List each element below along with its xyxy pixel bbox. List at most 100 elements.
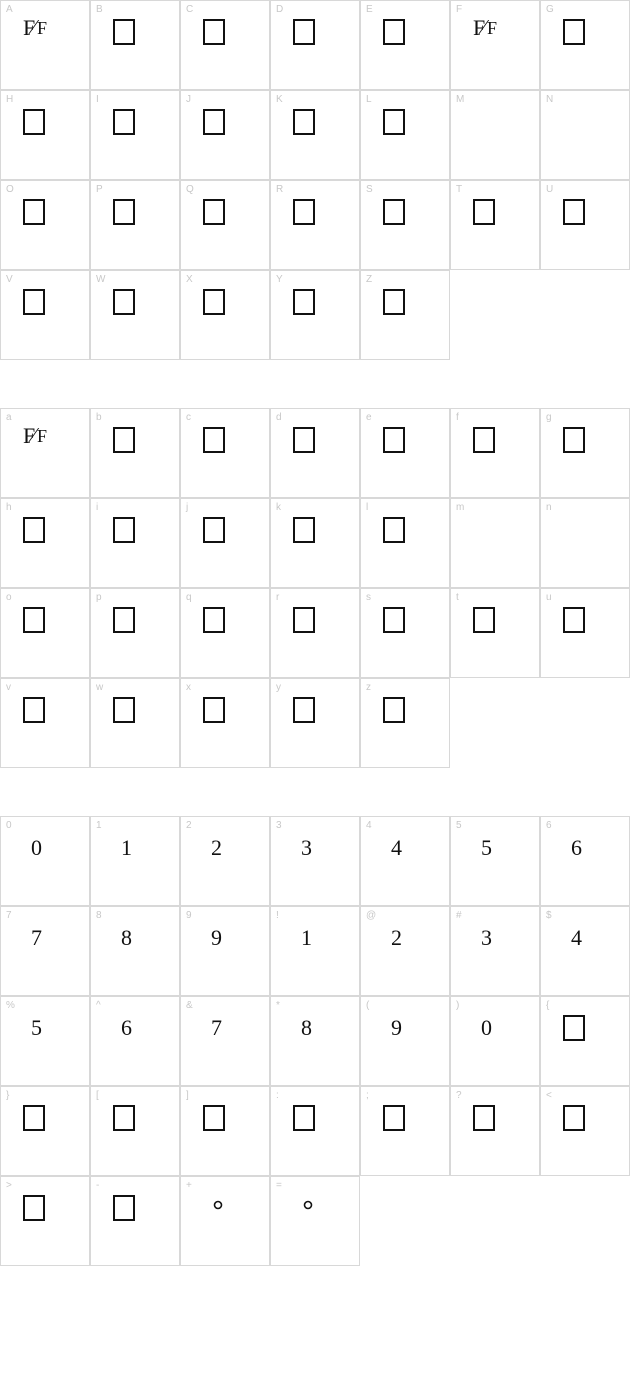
charmap-cell[interactable]: )0 — [450, 996, 540, 1086]
glyph-box — [473, 607, 495, 638]
charmap-cell[interactable]: c — [180, 408, 270, 498]
charmap-cell[interactable]: q — [180, 588, 270, 678]
charmap-cell[interactable]: &7 — [180, 996, 270, 1086]
charmap-cell[interactable]: X — [180, 270, 270, 360]
charmap-cell[interactable]: M — [450, 90, 540, 180]
glyph-number: 3 — [301, 835, 312, 861]
charmap-cell[interactable]: t — [450, 588, 540, 678]
charmap-cell[interactable]: (9 — [360, 996, 450, 1086]
glyph-box — [293, 109, 315, 140]
charmap-cell[interactable]: 00 — [0, 816, 90, 906]
charmap-cell[interactable]: = — [270, 1176, 360, 1266]
charmap-cell[interactable]: e — [360, 408, 450, 498]
charmap-cell[interactable]: k — [270, 498, 360, 588]
charmap-cell[interactable]: K — [270, 90, 360, 180]
glyph-number: 9 — [211, 925, 222, 951]
charmap-cell[interactable]: !1 — [270, 906, 360, 996]
charmap-cell[interactable]: W — [90, 270, 180, 360]
charmap-cell[interactable]: ; — [360, 1086, 450, 1176]
charmap-cell[interactable]: y — [270, 678, 360, 768]
charmap-cell[interactable]: $4 — [540, 906, 630, 996]
charmap-cell[interactable]: @2 — [360, 906, 450, 996]
charmap-cell[interactable]: H — [0, 90, 90, 180]
cell-key-label: H — [6, 94, 13, 105]
charmap-cell[interactable]: R — [270, 180, 360, 270]
glyph-box — [23, 289, 45, 320]
charmap-cell[interactable]: v — [0, 678, 90, 768]
charmap-cell[interactable]: L — [360, 90, 450, 180]
charmap-cell[interactable]: T — [450, 180, 540, 270]
charmap-cell[interactable]: C — [180, 0, 270, 90]
charmap-cell[interactable]: 11 — [90, 816, 180, 906]
charmap-cell[interactable]: g — [540, 408, 630, 498]
cell-key-label: r — [276, 592, 279, 603]
charmap-cell[interactable]: ? — [450, 1086, 540, 1176]
charmap-cell[interactable]: z — [360, 678, 450, 768]
charmap-cell[interactable]: b — [90, 408, 180, 498]
charmap-cell[interactable]: Y — [270, 270, 360, 360]
charmap-cell[interactable]: E — [360, 0, 450, 90]
charmap-cell[interactable]: x — [180, 678, 270, 768]
charmap-cell[interactable]: 55 — [450, 816, 540, 906]
charmap-cell[interactable]: : — [270, 1086, 360, 1176]
charmap-cell[interactable]: o — [0, 588, 90, 678]
cell-key-label: z — [366, 682, 371, 693]
charmap-cell[interactable]: m — [450, 498, 540, 588]
charmap-cell[interactable]: U — [540, 180, 630, 270]
charmap-cell[interactable]: } — [0, 1086, 90, 1176]
charmap-cell[interactable]: f — [450, 408, 540, 498]
charmap-cell[interactable]: n — [540, 498, 630, 588]
charmap-cell[interactable]: w — [90, 678, 180, 768]
cell-key-label: } — [6, 1090, 9, 1101]
charmap-cell[interactable]: 22 — [180, 816, 270, 906]
charmap-cell[interactable]: I — [90, 90, 180, 180]
charmap-cell[interactable]: [ — [90, 1086, 180, 1176]
charmap-cell[interactable]: j — [180, 498, 270, 588]
charmap-cell[interactable]: i — [90, 498, 180, 588]
charmap-cell[interactable]: p — [90, 588, 180, 678]
charmap-cell[interactable]: - — [90, 1176, 180, 1266]
charmap-cell[interactable]: h — [0, 498, 90, 588]
glyph-box — [113, 199, 135, 230]
charmap-cell[interactable]: 44 — [360, 816, 450, 906]
charmap-cell[interactable]: aF⁄F — [0, 408, 90, 498]
cell-key-label: c — [186, 412, 191, 423]
charmap-cell[interactable]: S — [360, 180, 450, 270]
charmap-cell[interactable]: 66 — [540, 816, 630, 906]
charmap-cell[interactable]: AF⁄F — [0, 0, 90, 90]
glyph-number: 2 — [391, 925, 402, 951]
charmap-cell[interactable]: N — [540, 90, 630, 180]
charmap-cell[interactable]: 33 — [270, 816, 360, 906]
cell-key-label: * — [276, 1000, 280, 1011]
charmap-cell[interactable]: l — [360, 498, 450, 588]
charmap-cell[interactable]: P — [90, 180, 180, 270]
charmap-cell[interactable]: u — [540, 588, 630, 678]
charmap-cell[interactable]: > — [0, 1176, 90, 1266]
cell-key-label: P — [96, 184, 103, 195]
charmap-cell[interactable]: d — [270, 408, 360, 498]
charmap-cell[interactable]: J — [180, 90, 270, 180]
charmap-cell[interactable]: ] — [180, 1086, 270, 1176]
charmap-cell[interactable]: { — [540, 996, 630, 1086]
cell-key-label: E — [366, 4, 373, 15]
charmap-cell[interactable]: D — [270, 0, 360, 90]
charmap-cell[interactable]: r — [270, 588, 360, 678]
charmap-cell[interactable]: + — [180, 1176, 270, 1266]
charmap-cell[interactable]: 77 — [0, 906, 90, 996]
charmap-cell[interactable]: Q — [180, 180, 270, 270]
charmap-cell[interactable]: G — [540, 0, 630, 90]
charmap-cell[interactable]: O — [0, 180, 90, 270]
charmap-cell[interactable]: V — [0, 270, 90, 360]
charmap-cell[interactable]: *8 — [270, 996, 360, 1086]
charmap-cell[interactable]: 88 — [90, 906, 180, 996]
charmap-cell[interactable]: #3 — [450, 906, 540, 996]
charmap-cell[interactable]: %5 — [0, 996, 90, 1086]
blank-cell — [360, 1176, 450, 1266]
charmap-cell[interactable]: FF⁄F — [450, 0, 540, 90]
charmap-cell[interactable]: ^6 — [90, 996, 180, 1086]
charmap-cell[interactable]: s — [360, 588, 450, 678]
charmap-cell[interactable]: B — [90, 0, 180, 90]
charmap-cell[interactable]: < — [540, 1086, 630, 1176]
charmap-cell[interactable]: 99 — [180, 906, 270, 996]
charmap-cell[interactable]: Z — [360, 270, 450, 360]
